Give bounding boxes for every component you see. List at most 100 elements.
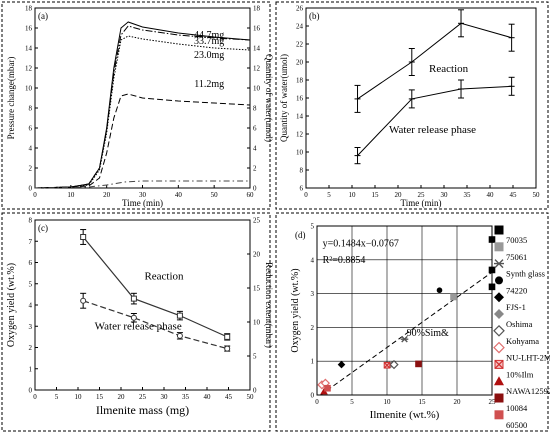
panel-label-a: (a) [38,11,48,21]
y2-tick-label-a: 8 [253,105,257,113]
y-tick-label-b: 10 [296,149,304,157]
x-tick-label-d: 5 [350,398,354,406]
legend-marker-d [494,309,504,319]
x-tick-label-c: 40 [204,393,212,401]
legend-marker-d [493,341,505,354]
x-tick-label-c: 25 [139,393,147,401]
y2-tick-label-c: 0 [253,387,257,395]
y2-tick-label-a: 4 [253,145,257,153]
x-axis-label-c: Ilmenite mass (mg) [96,403,189,417]
annotation-b: Water release phase [389,124,476,136]
y-tick-label-b: 16 [296,95,304,103]
x-tick-label-b: 5 [327,191,331,199]
y-tick-label-c: 3 [29,323,33,331]
y-tick-label-b: 18 [296,77,304,85]
y2-tick-label-c: 15 [253,285,261,293]
y-tick-label-d: 5 [311,223,315,231]
series-line-c [82,300,228,350]
x-tick-label-a: 60 [247,191,255,199]
legend-marker-d [494,393,504,403]
legend-marker-d-cross [494,359,504,369]
legend-label-d: Oshima [506,319,533,329]
y-tick-label-d: 2 [311,324,315,332]
data-point-d [337,360,346,369]
y-tick-label-b: 24 [296,23,304,31]
x-tick-label-b: 50 [533,191,541,199]
y-tick-label-c: 2 [29,344,33,352]
y-tick-label-b: 20 [296,59,304,67]
x-tick-label-c: 50 [247,393,255,401]
data-point-d [488,283,496,291]
series-label-a: 44.7mg [194,30,224,41]
y2-tick-label-c: 25 [253,217,261,225]
panel-c-chart: 0 5 10 15 20 25 30 35 40 45 500123456780510152025I… [6,217,274,418]
y-tick-label-a: 0 [29,185,33,193]
legend-marker-d [494,376,504,386]
legend-label-d: NAWA12592 [506,386,550,396]
panel-b-chart: 0 5 10 15 20 25 30 35 40 45 50 6 8 10 12 14 16 18 20 22 24 26… [279,5,540,209]
y2-tick-label-c: 20 [253,251,261,259]
legend-label-d: 60500 [506,420,527,430]
y-tick-label-b: 12 [296,131,304,139]
y-tick-label-b: 6 [300,185,304,193]
legend-label-d: 10%Ilm [506,369,534,379]
series-line-a [34,93,251,189]
data-point-d [324,384,331,392]
legend-label-d: 75061 [506,252,527,262]
y-tick-label-c: 1 [29,365,33,373]
y-tick-label-a: 6 [29,125,33,133]
y2-tick-label-a: 10 [253,85,261,93]
legend-marker-d [494,225,504,235]
y2-tick-label-a: 16 [253,25,261,33]
legend-marker-d [494,410,504,420]
y-tick-label-c: 6 [29,259,33,267]
y-tick-label-d: 0 [311,392,315,400]
y-tick-label-c: 0 [29,387,33,395]
series-line-b [357,85,512,156]
legend-marker-d [494,259,504,269]
panel-d-chart: 0 5 10 15 20 25 0 1 2 3 4 5 Ilmenite (wt.%) Oxygen yi… [290,223,550,430]
panel-label-c: (c) [38,223,48,233]
data-point-d [488,266,496,274]
y-tick-label-c: 7 [29,238,33,246]
x-tick-label-b: 35 [464,191,472,199]
legend-label-d: 70035 [506,235,527,245]
data-point-d [488,236,496,243]
x-tick-label-c: 45 [225,393,233,401]
x-tick-label-c: 15 [96,393,104,401]
y-tick-label-d: 3 [311,290,315,298]
y-tick-label-a: 8 [29,105,33,113]
data-point-d [436,287,443,294]
data-point-c [80,234,87,240]
x-tick-label-b: 45 [510,191,518,199]
data-point-c [224,345,231,352]
x-tick-label-c: 35 [182,393,190,401]
y-tick-label-b: 22 [296,41,304,49]
legend-label-d: FJS-1 [506,302,526,312]
y2-tick-label-c: 5 [253,353,257,361]
data-point-d [415,360,422,368]
x-tick-label-d: 0 [315,398,319,406]
panel-a-frame [1,1,271,210]
y2-tick-label-c: 10 [253,319,261,327]
data-point-d [400,335,409,343]
series-line-a [34,25,251,189]
series-line-c [82,236,228,338]
plot-area-c [34,219,251,391]
x-axis-label-a: Time (min) [122,198,163,208]
series-label-a: 33.7mg [194,36,224,47]
x-tick-label-a: 30 [139,191,147,199]
legend-label-d: Synth glass [506,269,545,279]
legend-marker-d [494,292,504,303]
y-tick-label-a: 2 [29,165,33,173]
data-point-c [80,297,87,304]
panel-label-d: (d) [295,230,306,240]
y-tick-label-b: 14 [296,113,304,121]
x-tick-label-b: 15 [372,191,380,199]
y2-tick-label-a: 0 [253,185,257,193]
y2-tick-label-a: 14 [253,45,261,53]
x-axis-label-d: Ilmenite (wt.%) [370,409,440,421]
y-tick-label-d: 1 [311,358,315,366]
data-point-d [383,361,391,369]
